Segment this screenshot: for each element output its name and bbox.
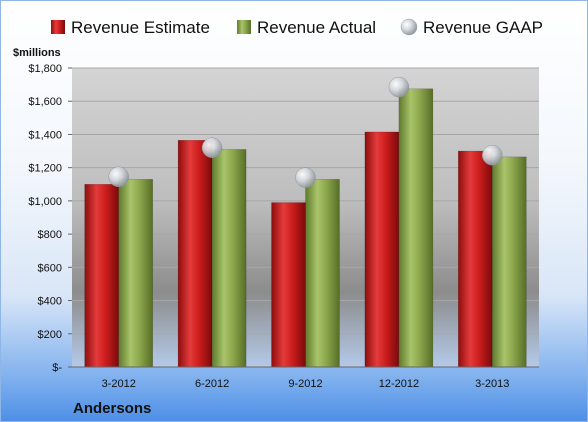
marker-revenue-gaap [201, 137, 223, 158]
x-tick-label: 6-2012 [195, 378, 229, 390]
company-name: Andersons [73, 400, 151, 417]
legend-swatch-actual [237, 20, 251, 34]
y-tick-label: $1,800 [28, 63, 62, 75]
y-tick-label: $600 [38, 262, 62, 274]
y-tick-label: $1,200 [28, 163, 62, 175]
bar-revenue-actual [305, 179, 340, 368]
y-tick-label: $- [52, 362, 62, 374]
bar-revenue-estimate [271, 202, 306, 368]
gaap-markers [108, 76, 503, 188]
y-tick-label: $1,600 [28, 96, 62, 108]
x-tick-label: 3-2013 [475, 378, 509, 390]
legend-label-estimate: Revenue Estimate [71, 18, 210, 37]
bar-revenue-estimate [458, 150, 493, 368]
bars [84, 88, 527, 368]
marker-revenue-gaap [108, 166, 129, 188]
y-tick-label: $1,400 [28, 129, 62, 141]
x-tick-label: 3-2012 [102, 378, 136, 390]
y-tick-label: $800 [38, 229, 62, 241]
y-unit-label: $millions [13, 47, 61, 59]
y-tick-label: $400 [38, 296, 62, 308]
marker-revenue-gaap [295, 167, 316, 188]
marker-revenue-gaap [482, 144, 503, 166]
legend-marker-gaap [400, 18, 418, 36]
y-axis-ticks: $- $200 $400 $600 $800 $1,000 $1,200 $1,400 $1,6… [28, 63, 72, 374]
legend: Revenue Estimate Revenue Actual Revenue … [51, 18, 543, 37]
bar-revenue-actual [118, 179, 153, 368]
bar-revenue-actual [492, 156, 527, 368]
marker-revenue-gaap [388, 76, 410, 98]
bar-revenue-actual [211, 149, 247, 368]
bar-revenue-estimate [364, 131, 400, 368]
legend-swatch-estimate [51, 20, 65, 34]
bar-revenue-estimate [177, 140, 213, 368]
x-tick-label: 9-2012 [288, 378, 322, 390]
bar-revenue-estimate [84, 184, 119, 368]
legend-label-actual: Revenue Actual [257, 18, 376, 37]
bar-revenue-actual [398, 88, 434, 368]
legend-label-gaap: Revenue GAAP [423, 18, 543, 37]
y-tick-label: $1,000 [28, 196, 62, 208]
x-tick-label: 12-2012 [379, 378, 419, 390]
x-axis-labels: 3-2012 6-2012 9-2012 12-2012 3-2013 [102, 378, 510, 390]
y-tick-label: $200 [38, 329, 62, 341]
